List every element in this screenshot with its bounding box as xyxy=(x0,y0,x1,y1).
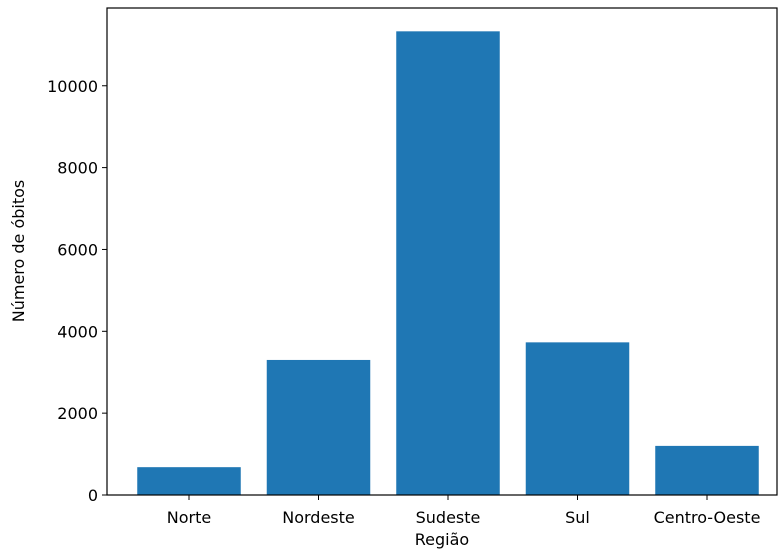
y-axis-ticks: 0 2000 4000 6000 8000 10000 xyxy=(47,77,107,505)
y-axis-label: Número de óbitos xyxy=(9,180,28,323)
x-axis-label: Região xyxy=(415,530,469,549)
x-tick-label: Sudeste xyxy=(416,508,481,527)
y-tick-label: 0 xyxy=(88,486,98,505)
y-tick-label: 4000 xyxy=(57,322,98,341)
x-tick-label: Centro-Oeste xyxy=(654,508,761,527)
x-tick-label: Nordeste xyxy=(282,508,355,527)
bar-sudeste xyxy=(396,31,500,495)
y-tick-label: 2000 xyxy=(57,404,98,423)
bars-group xyxy=(137,31,759,495)
x-tick-label: Norte xyxy=(167,508,211,527)
plot-frame xyxy=(106,7,778,496)
y-tick-label: 6000 xyxy=(57,240,98,259)
bar-nordeste xyxy=(266,359,371,495)
bar-sul xyxy=(525,342,630,495)
bar-norte xyxy=(137,467,241,495)
y-tick-label: 8000 xyxy=(57,159,98,178)
x-axis-ticks: Norte Nordeste Sudeste Sul Centro-Oeste xyxy=(167,495,761,527)
y-tick-label: 10000 xyxy=(47,77,98,96)
x-tick-label: Sul xyxy=(565,508,590,527)
bar-centro-oeste xyxy=(655,445,759,495)
